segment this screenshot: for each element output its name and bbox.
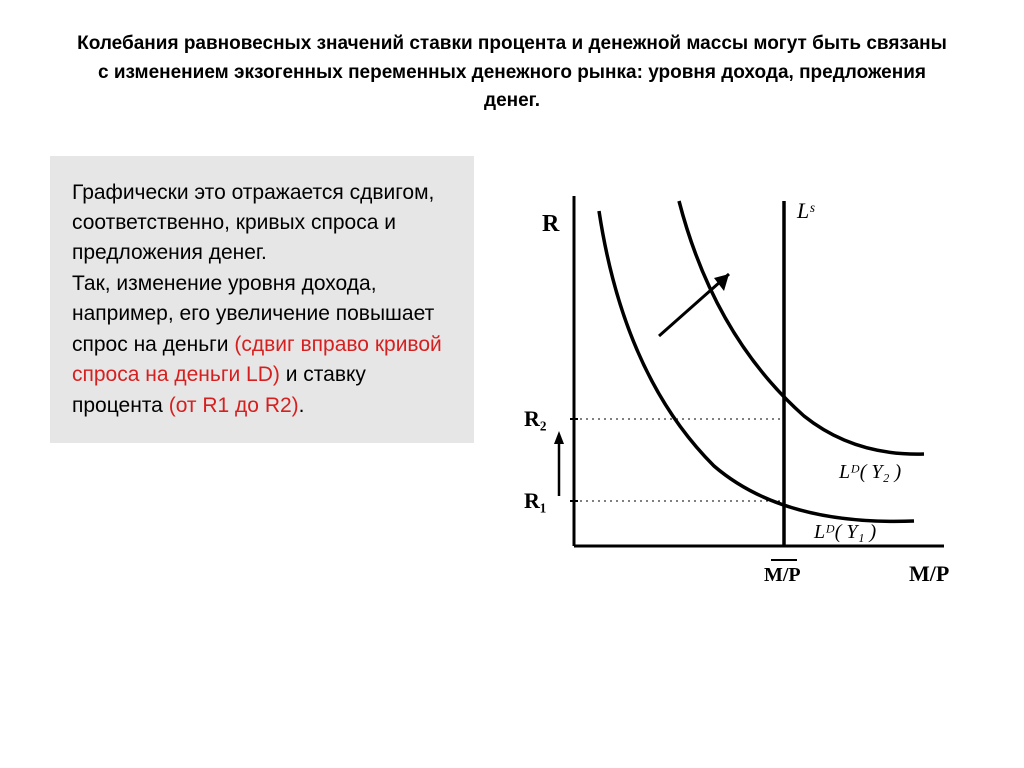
shift-arrow-head bbox=[714, 274, 729, 291]
content-row: Графически это отражается сдвигом, соотв… bbox=[50, 156, 974, 636]
r-arrow-head bbox=[554, 431, 564, 444]
y-axis-label: R bbox=[542, 211, 560, 237]
paragraph-2: Так, изменение уровня дохода, например, … bbox=[72, 269, 452, 421]
p2-highlight-2: (от R1 до R2) bbox=[169, 394, 299, 417]
x-axis-label: M/P bbox=[909, 561, 949, 586]
ls-label: Lˢ bbox=[796, 198, 815, 223]
slide-title: Колебания равновесных значений ставки пр… bbox=[50, 30, 974, 116]
ld-y1-label: Lᴰ( Y₁ ) bbox=[813, 521, 876, 543]
mp-bar-label: M/P bbox=[764, 564, 801, 586]
ld-y2-curve bbox=[679, 201, 924, 454]
p2-tail: . bbox=[299, 394, 305, 417]
r1-label: R₁ bbox=[524, 488, 546, 513]
explanation-box: Графически это отражается сдвигом, соотв… bbox=[50, 156, 474, 444]
paragraph-1: Графически это отражается сдвигом, соотв… bbox=[72, 178, 452, 269]
money-market-chart: R M/P Lˢ R₂ R₁ Lᴰ( Y₂ ) Lᴰ( Y₁ ) M/P bbox=[504, 156, 974, 636]
ld-y2-label: Lᴰ( Y₂ ) bbox=[838, 461, 901, 483]
r2-label: R₂ bbox=[524, 406, 547, 431]
